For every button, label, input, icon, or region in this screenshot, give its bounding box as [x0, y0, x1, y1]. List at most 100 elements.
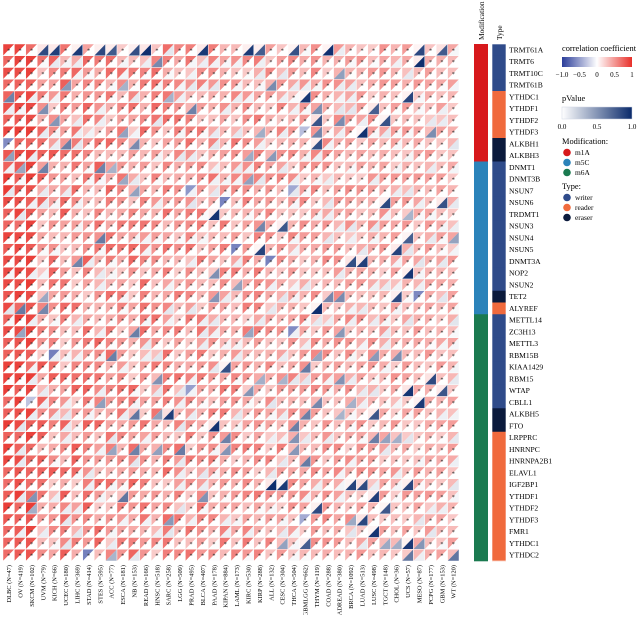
corr-triangle — [379, 67, 391, 80]
pvalue-triangle — [299, 67, 311, 80]
heatmap-cell: * — [367, 290, 380, 303]
significance-marker: * — [269, 247, 272, 254]
significance-marker: * — [144, 165, 147, 172]
heatmap-cell — [435, 114, 448, 127]
heatmap-cell: * — [105, 114, 118, 127]
significance-marker: * — [440, 306, 443, 313]
corr-triangle — [37, 55, 49, 68]
heatmap-cell: * — [25, 114, 38, 127]
significance-marker: * — [372, 59, 375, 66]
significance-marker: * — [361, 47, 364, 54]
heatmap-cell — [299, 79, 312, 92]
heatmap-cell: * — [413, 302, 426, 315]
heatmap-cell: * — [242, 278, 255, 291]
heatmap-cell: * — [93, 149, 106, 162]
heatmap-cell: * — [48, 302, 61, 315]
heatmap-cell: * — [82, 114, 95, 127]
heatmap-cell: * — [287, 67, 300, 80]
heatmap-cell: * — [299, 325, 312, 338]
heatmap-cell: * — [162, 325, 175, 338]
significance-marker: * — [64, 130, 67, 137]
heatmap-cell: * — [299, 173, 312, 186]
significance-marker: * — [247, 200, 250, 207]
heatmap-cell: * — [230, 67, 243, 80]
heatmap-cell: * — [242, 290, 255, 303]
significance-marker: * — [87, 47, 90, 54]
heatmap-cell — [162, 278, 175, 291]
heatmap-cell: * — [447, 208, 460, 221]
heatmap-cell — [230, 278, 243, 291]
significance-marker: * — [133, 294, 136, 301]
pvalue-triangle — [128, 55, 140, 68]
heatmap-cell: * — [435, 243, 448, 256]
significance-marker: * — [383, 294, 386, 301]
heatmap-cell: * — [401, 337, 414, 350]
significance-marker: * — [292, 200, 295, 207]
corr-triangle — [356, 79, 368, 91]
heatmap-cell: * — [139, 67, 152, 80]
heatmap-cell: * — [93, 208, 106, 221]
significance-marker: * — [212, 71, 215, 78]
heatmap-cell: * — [48, 173, 61, 186]
heatmap-cell — [196, 43, 209, 56]
significance-marker: * — [30, 247, 33, 254]
significance-marker: * — [304, 106, 307, 113]
heatmap-cell — [424, 126, 437, 139]
corr-triangle — [71, 91, 83, 103]
heatmap-cell: * — [310, 243, 323, 256]
significance-marker: * — [7, 282, 10, 289]
heatmap-cell: * — [333, 231, 346, 244]
heatmap-cell — [71, 55, 84, 68]
pvalue-triangle — [3, 79, 15, 91]
significance-marker: * — [349, 271, 352, 278]
heatmap-cell: * — [105, 267, 118, 280]
heatmap-cell: * — [116, 102, 129, 115]
significance-marker: * — [19, 153, 22, 160]
significance-marker: * — [201, 247, 204, 254]
significance-marker: * — [247, 224, 250, 231]
heatmap-cell — [36, 161, 49, 174]
significance-marker: * — [7, 353, 10, 360]
significance-marker: * — [406, 329, 409, 336]
significance-marker: * — [30, 83, 33, 90]
significance-marker: * — [155, 106, 158, 113]
significance-marker: * — [406, 306, 409, 313]
significance-marker: * — [418, 153, 421, 160]
significance-marker: * — [41, 118, 44, 125]
significance-marker: * — [64, 341, 67, 348]
significance-marker: * — [167, 329, 170, 336]
significance-marker: * — [452, 47, 455, 54]
heatmap-cell — [116, 67, 129, 80]
heatmap-cell — [219, 102, 232, 115]
pvalue-triangle — [288, 67, 300, 80]
heatmap-cell: * — [116, 302, 129, 315]
significance-marker: * — [7, 271, 10, 278]
significance-marker: * — [418, 94, 421, 101]
heatmap-cell: * — [356, 196, 369, 209]
significance-marker: * — [395, 106, 398, 113]
pvalue-triangle — [105, 44, 117, 56]
corr-triangle — [322, 55, 334, 68]
heatmap-cell — [378, 325, 391, 338]
significance-marker: * — [440, 282, 443, 289]
heatmap-cell: * — [264, 325, 277, 338]
corr-triangle — [333, 79, 345, 91]
heatmap-cell: * — [185, 43, 198, 56]
corr-triangle — [322, 79, 334, 91]
heatmap-cell: * — [116, 220, 129, 233]
pvalue-triangle — [3, 91, 15, 103]
significance-marker: * — [258, 94, 261, 101]
significance-marker: * — [190, 141, 193, 148]
heatmap-cell: * — [310, 161, 323, 174]
significance-marker: * — [281, 153, 284, 160]
heatmap-cell — [333, 114, 346, 127]
heatmap-cell: * — [207, 90, 220, 103]
heatmap-cell: * — [185, 137, 198, 150]
significance-marker: * — [30, 224, 33, 231]
significance-marker: * — [224, 130, 227, 137]
significance-marker: * — [361, 59, 364, 66]
heatmap-cell: * — [299, 184, 312, 197]
heatmap-cell: * — [116, 90, 129, 103]
pvalue-triangle — [253, 67, 266, 80]
significance-marker: * — [292, 212, 295, 219]
